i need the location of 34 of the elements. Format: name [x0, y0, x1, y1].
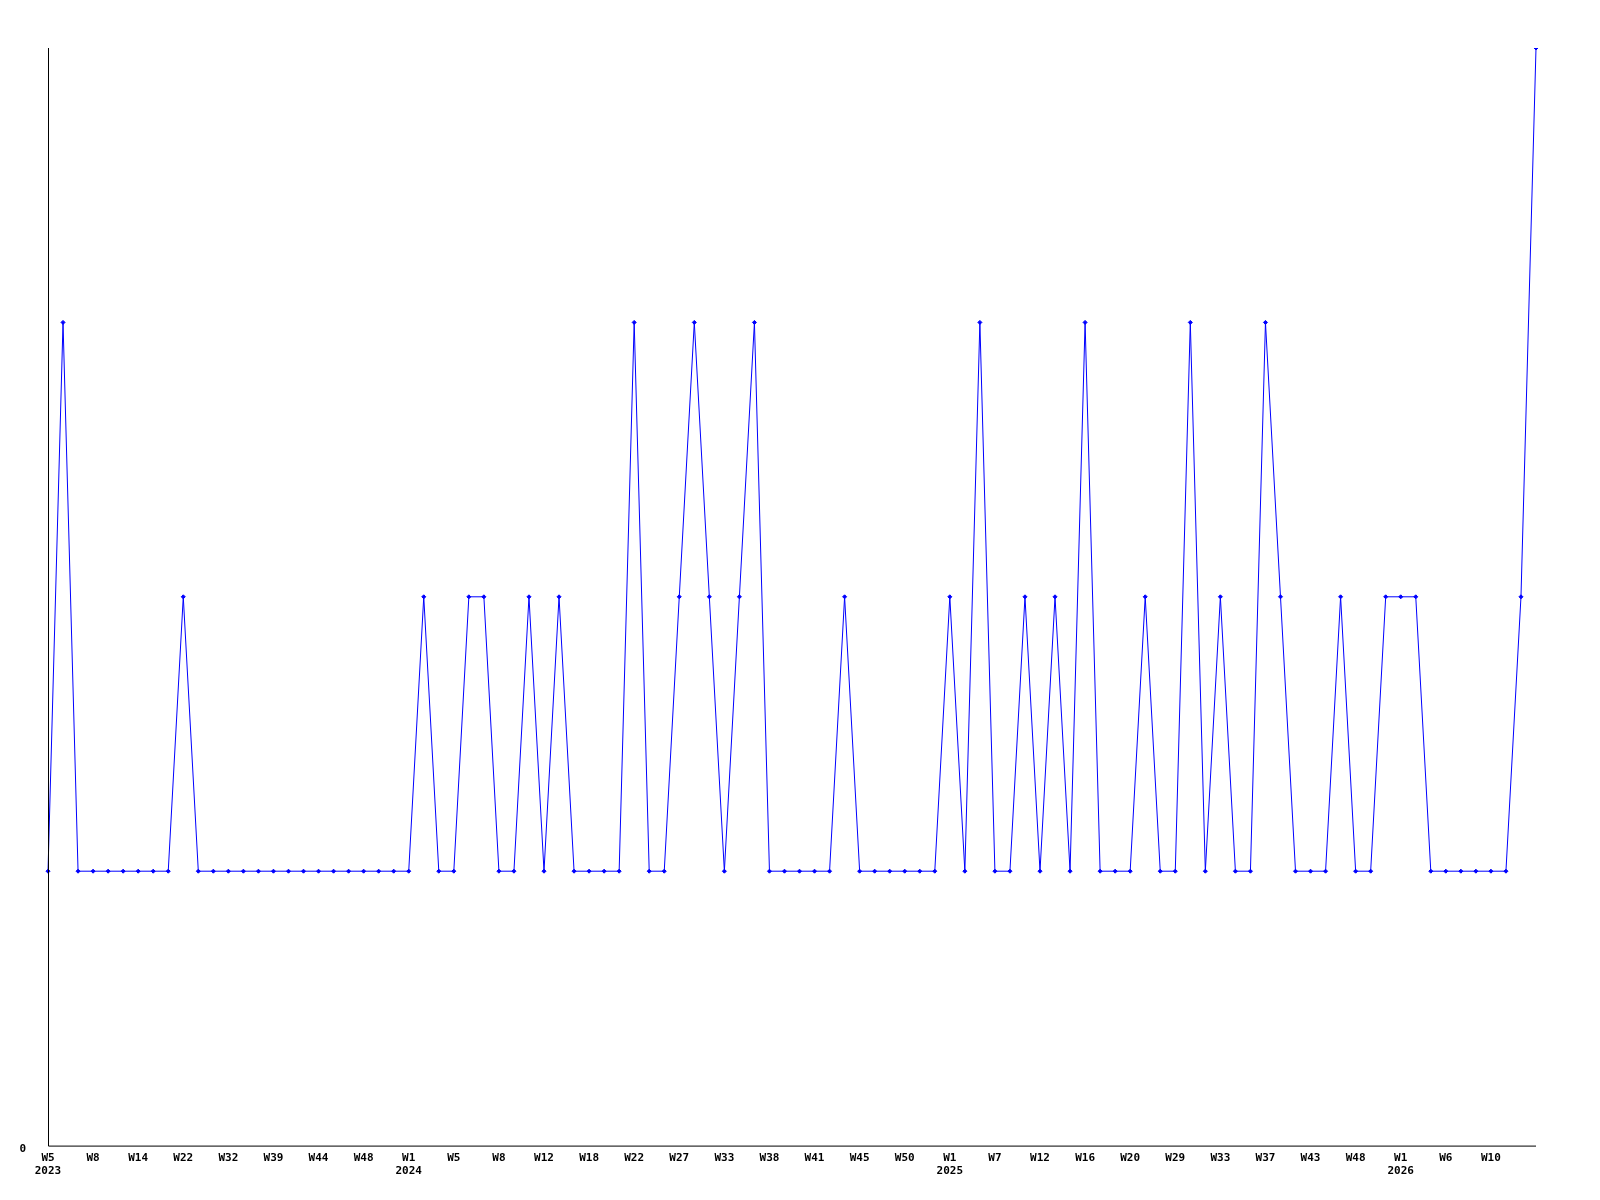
x-tick-label: W45: [849, 1151, 870, 1165]
x-tick-label: W1 2025: [936, 1151, 964, 1178]
x-tick-label: W41: [804, 1151, 825, 1165]
x-tick-label: W8: [492, 1151, 506, 1165]
x-tick-label: W44: [308, 1151, 329, 1165]
x-tick-label: W37: [1255, 1151, 1276, 1165]
text: 0: [19, 1142, 26, 1156]
x-tick-label: W8: [86, 1151, 100, 1165]
x-tick-label: W12: [534, 1151, 554, 1165]
x-tick-label: W1 2024: [395, 1151, 423, 1178]
x-tick-label: W33: [1210, 1151, 1231, 1165]
x-tick-label: W22: [173, 1151, 194, 1165]
x-tick-label: W5: [447, 1151, 461, 1165]
x-tick-label: W18: [579, 1151, 600, 1165]
x-tick-label: W43: [1300, 1151, 1321, 1165]
x-tick-label: W33: [714, 1151, 735, 1165]
x-tick-label: W32: [218, 1151, 239, 1165]
x-tick-label: W10: [1480, 1151, 1501, 1165]
x-tick-label: W6: [1439, 1151, 1453, 1165]
x-tick-label: W48: [353, 1151, 374, 1165]
x-tick-label: W5 2023: [34, 1151, 62, 1178]
x-tick-label: W7: [988, 1151, 1002, 1165]
x-tick-label: W50: [894, 1151, 915, 1165]
x-tick-label: W39: [263, 1151, 284, 1165]
x-tick-label: W12: [1030, 1151, 1050, 1165]
x-tick-label: W38: [759, 1151, 780, 1165]
x-tick-label: W27: [669, 1151, 690, 1165]
x-tick-label: W22: [624, 1151, 645, 1165]
x-tick-label: W48: [1345, 1151, 1366, 1165]
x-tick-label: W29: [1165, 1151, 1186, 1165]
x-tick-label: W1 2026: [1387, 1151, 1415, 1178]
x-tick-label: W20: [1120, 1151, 1141, 1165]
x-tick-label: W16: [1075, 1151, 1096, 1165]
x-tick-label: W14: [128, 1151, 149, 1165]
